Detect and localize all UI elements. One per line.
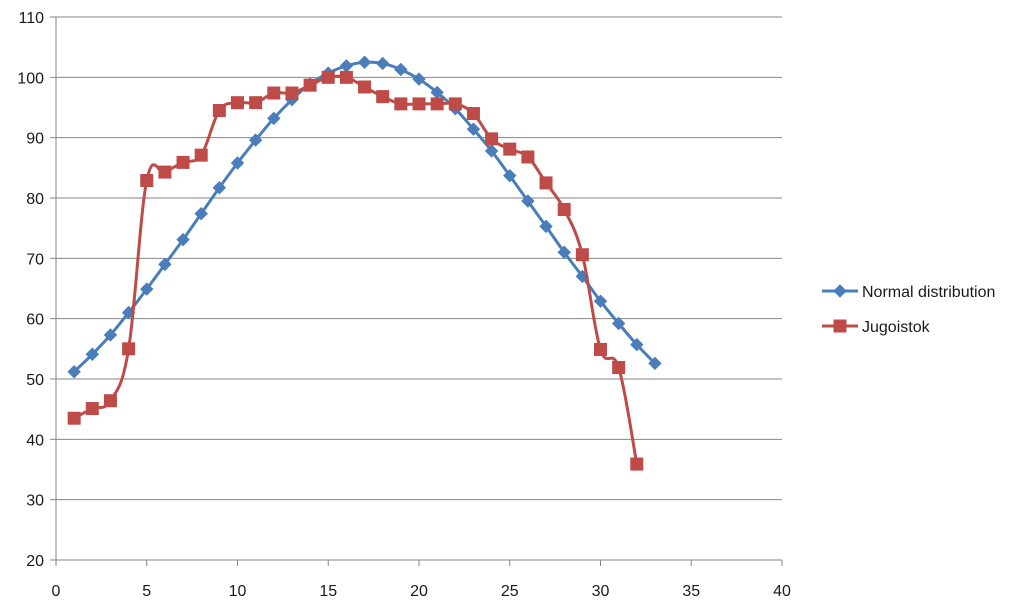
data-point-diamond (267, 111, 281, 126)
data-point-square (575, 248, 589, 262)
data-point-square (67, 411, 81, 425)
series-1 (67, 70, 644, 471)
y-tick-label: 20 (26, 553, 44, 570)
y-tick-label: 80 (26, 191, 44, 208)
data-point-square (303, 78, 317, 92)
legend-label: Jugoistok (862, 319, 931, 336)
data-point-diamond (176, 232, 190, 247)
data-point-diamond (539, 219, 553, 234)
data-point-square (358, 80, 372, 94)
data-point-diamond (194, 206, 208, 221)
data-point-square (594, 342, 607, 356)
data-point-diamond (357, 55, 372, 69)
data-point-diamond (557, 245, 571, 260)
data-point-diamond (248, 133, 263, 147)
y-tick-label: 50 (26, 372, 44, 389)
data-point-square (158, 165, 172, 179)
data-point-square (630, 457, 644, 471)
data-point-square (285, 86, 299, 100)
y-tick-label: 30 (26, 493, 44, 510)
y-tick-label: 60 (26, 312, 44, 329)
data-point-diamond (158, 257, 172, 272)
data-point-diamond (466, 122, 481, 136)
data-point-square (485, 132, 499, 146)
x-tick-label: 0 (52, 583, 61, 600)
data-point-square (194, 148, 208, 162)
x-tick-label: 25 (501, 583, 519, 600)
x-tick-label: 10 (229, 583, 247, 600)
data-point-diamond (521, 194, 535, 208)
data-point-diamond (394, 62, 408, 77)
legend-label: Normal distribution (862, 284, 995, 301)
data-point-diamond (648, 356, 662, 371)
data-point-square (176, 155, 190, 169)
data-point-diamond (593, 294, 608, 308)
data-point-square (448, 97, 462, 111)
data-point-diamond (503, 168, 517, 183)
data-point-square (430, 97, 444, 111)
data-point-diamond (412, 72, 426, 86)
x-tick-label: 5 (142, 583, 151, 600)
data-point-diamond (140, 282, 154, 296)
data-point-diamond (484, 144, 499, 158)
data-point-diamond (103, 328, 118, 342)
y-tick-label: 110 (18, 10, 44, 27)
data-point-square (539, 176, 553, 190)
x-tick-label: 30 (592, 583, 610, 600)
data-point-diamond (85, 347, 100, 361)
series-line (72, 74, 639, 466)
data-point-square (376, 90, 390, 104)
data-point-square (267, 86, 281, 100)
data-point-square (212, 104, 226, 118)
series-0 (67, 55, 662, 379)
data-point-diamond (375, 56, 390, 71)
data-point-square (466, 107, 480, 121)
data-point-square (412, 97, 426, 111)
series-group (67, 55, 662, 471)
y-tick-label: 90 (26, 131, 44, 148)
data-point-square (612, 361, 626, 375)
legend-item: Jugoistok (822, 319, 931, 336)
x-tick-label: 35 (682, 583, 700, 600)
x-tick-label: 40 (773, 583, 791, 600)
data-point-diamond (339, 59, 354, 73)
data-point-square (231, 96, 244, 110)
data-point-diamond (212, 181, 227, 195)
data-point-square (249, 96, 263, 110)
data-point-square (339, 70, 353, 84)
data-point-square (85, 402, 99, 416)
legend: Normal distribution Jugoistok (822, 284, 995, 336)
y-tick-label: 70 (26, 251, 44, 268)
data-point-diamond (67, 365, 81, 379)
x-tick-label: 20 (410, 583, 428, 600)
data-point-diamond (230, 156, 245, 170)
x-tick-label: 15 (319, 583, 337, 600)
data-point-square (122, 342, 136, 356)
legend-item: Normal distribution (822, 284, 995, 301)
legend-diamond-marker (833, 284, 847, 298)
data-point-square (321, 70, 335, 84)
data-point-diamond (630, 337, 644, 352)
legend-square-marker (833, 319, 847, 333)
y-tick-label: 40 (26, 432, 44, 449)
data-point-diamond (611, 316, 626, 331)
data-point-square (557, 202, 571, 216)
data-point-square (103, 394, 117, 408)
data-point-square (521, 150, 535, 164)
data-point-square (140, 174, 154, 188)
data-point-square (394, 97, 408, 111)
y-tick-label: 100 (17, 70, 44, 87)
axes: 20 30 40 50 60 70 80 90 100 110 0 5 10 15 20 25 30 35 40 (17, 10, 791, 600)
data-point-square (503, 142, 517, 156)
